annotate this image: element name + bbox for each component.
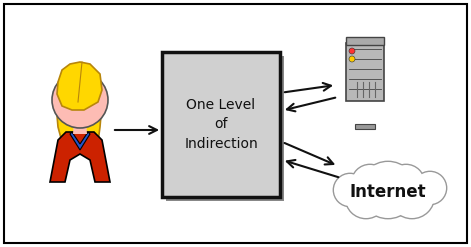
Polygon shape <box>70 132 90 150</box>
Circle shape <box>346 178 386 218</box>
Circle shape <box>388 165 424 201</box>
Circle shape <box>52 72 108 128</box>
Polygon shape <box>56 67 102 142</box>
Circle shape <box>346 178 386 218</box>
FancyBboxPatch shape <box>346 37 384 45</box>
Circle shape <box>349 56 355 62</box>
Circle shape <box>414 172 446 204</box>
Circle shape <box>349 48 355 54</box>
Circle shape <box>360 162 416 218</box>
Text: One Level
of
Indirection: One Level of Indirection <box>184 98 258 151</box>
Circle shape <box>390 174 434 218</box>
FancyBboxPatch shape <box>162 52 280 197</box>
Circle shape <box>352 165 388 201</box>
Polygon shape <box>57 62 102 110</box>
FancyBboxPatch shape <box>355 124 375 129</box>
Circle shape <box>334 174 366 206</box>
Polygon shape <box>50 132 110 182</box>
Circle shape <box>352 165 388 201</box>
Polygon shape <box>73 120 87 134</box>
Circle shape <box>390 174 434 218</box>
Text: Internet: Internet <box>349 183 426 201</box>
Circle shape <box>414 172 446 204</box>
FancyBboxPatch shape <box>166 56 284 201</box>
FancyBboxPatch shape <box>346 43 384 101</box>
Circle shape <box>334 174 366 206</box>
Circle shape <box>360 162 416 218</box>
Circle shape <box>388 165 424 201</box>
